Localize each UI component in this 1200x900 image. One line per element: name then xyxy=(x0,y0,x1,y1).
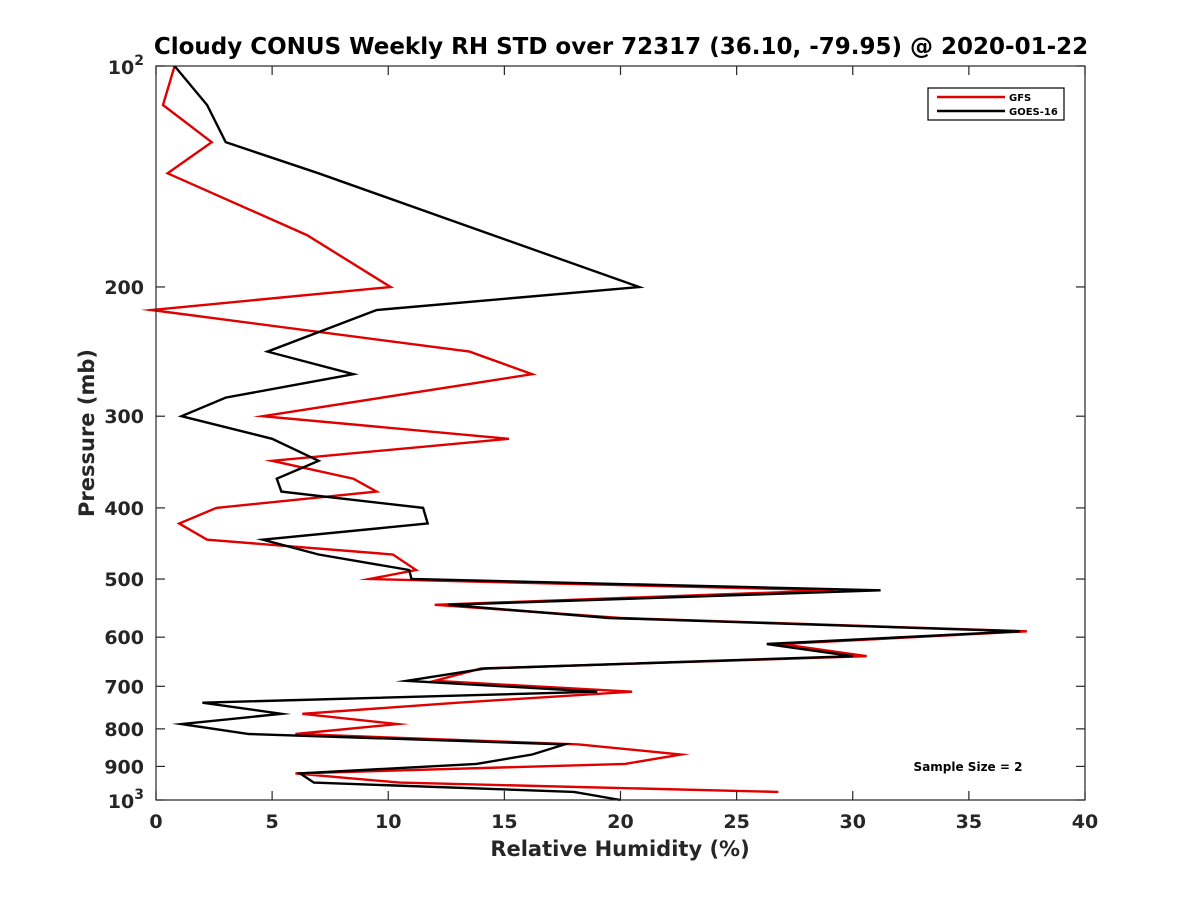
x-axis-label: Relative Humidity (%) xyxy=(490,837,749,861)
plot-area: 0 5 10 15 20 25 30 35 40 200 300 400 500 600 700 800 90… xyxy=(104,53,1098,833)
y-tick-label: 200 xyxy=(104,277,144,299)
y-tick-label: 400 xyxy=(104,498,144,520)
x-tick-label: 15 xyxy=(491,811,517,833)
x-tick-label: 35 xyxy=(956,811,982,833)
legend: GFS GOES-16 xyxy=(927,87,1065,121)
y-tick-label: 900 xyxy=(104,756,144,778)
y-tick-label: 800 xyxy=(104,719,144,741)
x-tick-label: 20 xyxy=(607,811,633,833)
x-tick-label: 40 xyxy=(1072,811,1098,833)
series-layer xyxy=(140,65,1027,802)
y-axis-label: Pressure (mb) xyxy=(75,349,99,517)
y-tick-label: 500 xyxy=(104,569,144,591)
y-axis: 200 300 400 500 600 700 800 900 102 103 xyxy=(104,53,1085,813)
y-tick-label-bottom: 103 xyxy=(108,787,144,813)
x-axis: 0 5 10 15 20 25 30 35 40 xyxy=(149,66,1098,833)
series-line-goes-16 xyxy=(171,65,1021,802)
sample-size-annotation: Sample Size = 2 xyxy=(914,760,1023,774)
legend-entry-label: GOES-16 xyxy=(1009,107,1058,118)
x-tick-label: 25 xyxy=(723,811,749,833)
x-tick-label: 10 xyxy=(375,811,401,833)
y-tick-label: 700 xyxy=(104,676,144,698)
chart-title: Cloudy CONUS Weekly RH STD over 72317 (3… xyxy=(154,34,1088,60)
y-tick-label: 600 xyxy=(104,627,144,649)
y-tick-label-top: 102 xyxy=(108,53,144,79)
y-tick-label: 300 xyxy=(104,406,144,428)
x-tick-label: 5 xyxy=(266,811,279,833)
x-tick-label: 30 xyxy=(840,811,866,833)
series-line-gfs xyxy=(140,65,1027,794)
legend-box xyxy=(927,87,1065,121)
legend-entry-label: GFS xyxy=(1009,93,1031,104)
x-tick-label: 0 xyxy=(149,811,162,833)
